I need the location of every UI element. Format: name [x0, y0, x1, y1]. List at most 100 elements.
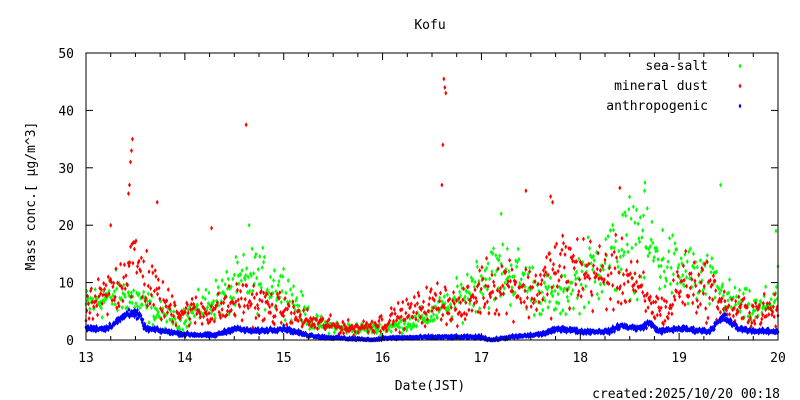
data-point [699, 279, 703, 285]
data-point [501, 241, 505, 247]
data-point [695, 297, 699, 303]
data-point [711, 265, 715, 271]
data-point [574, 276, 578, 282]
data-point [345, 326, 349, 332]
data-point [582, 304, 586, 310]
data-point [472, 294, 476, 300]
data-point [432, 317, 436, 323]
data-point [339, 330, 343, 336]
data-point [194, 294, 198, 300]
data-point [701, 267, 705, 273]
data-point [408, 322, 412, 328]
data-point [718, 290, 722, 296]
data-point [760, 316, 764, 322]
data-point [754, 304, 758, 310]
data-point [235, 259, 239, 265]
data-point [668, 281, 672, 287]
data-point [630, 275, 634, 281]
data-point [422, 299, 426, 305]
data-point [669, 265, 673, 271]
data-point [625, 267, 629, 273]
data-point [507, 268, 511, 274]
data-point [658, 286, 662, 292]
data-point [587, 261, 591, 267]
data-point [122, 282, 126, 288]
data-point [661, 255, 665, 261]
data-point [590, 292, 594, 298]
data-point-outlier [524, 188, 528, 194]
data-point [475, 264, 479, 270]
data-point [229, 307, 233, 313]
data-point-outlier [210, 225, 214, 231]
data-point [487, 305, 491, 311]
data-point [631, 287, 635, 293]
data-point [243, 276, 247, 282]
data-point [140, 294, 144, 300]
data-point [234, 299, 238, 305]
data-point [278, 290, 282, 296]
data-point [225, 312, 229, 318]
data-point [285, 306, 289, 312]
data-point [274, 288, 278, 294]
data-point [738, 287, 742, 293]
data-point [535, 292, 539, 298]
data-point-outlier [127, 182, 131, 188]
data-point [591, 253, 595, 259]
data-point [458, 309, 462, 315]
data-point [96, 312, 100, 318]
data-point [168, 306, 172, 312]
data-point [413, 303, 417, 309]
data-point [498, 285, 502, 291]
data-point [327, 317, 331, 323]
data-point [369, 325, 373, 331]
data-point [734, 294, 738, 300]
data-point [179, 313, 183, 319]
data-point [734, 298, 738, 304]
data-point [753, 308, 757, 314]
data-point [415, 301, 419, 307]
data-point [583, 275, 587, 281]
data-point [92, 304, 96, 310]
data-point [254, 326, 258, 332]
data-point [95, 303, 99, 309]
data-point [574, 281, 578, 287]
data-point [733, 285, 737, 291]
data-point [152, 288, 156, 294]
data-point [475, 299, 479, 305]
data-point [246, 274, 250, 280]
data-point-outlier [442, 76, 446, 82]
data-point [119, 261, 123, 267]
data-point [284, 290, 288, 296]
data-point [492, 246, 496, 252]
data-point [577, 256, 581, 262]
data-point [691, 300, 695, 306]
data-point [714, 288, 718, 294]
data-point [528, 265, 532, 271]
data-point [701, 291, 705, 297]
y-tick-label: 10 [58, 277, 74, 292]
data-point [254, 315, 258, 321]
data-point [720, 296, 724, 302]
data-point-outlier [551, 199, 555, 205]
data-point [556, 291, 560, 297]
data-point [259, 285, 263, 291]
data-point [765, 301, 769, 307]
data-point [255, 291, 259, 297]
data-point [362, 318, 366, 324]
data-point [553, 244, 557, 250]
data-point [500, 263, 504, 269]
data-point [164, 303, 168, 309]
data-point [165, 298, 169, 304]
data-point [412, 323, 416, 329]
data-point [551, 266, 555, 272]
data-point [232, 272, 236, 278]
data-point [313, 324, 317, 330]
data-point [239, 278, 243, 284]
data-point [237, 281, 241, 287]
data-point [460, 312, 464, 318]
data-point [559, 274, 563, 280]
data-point [260, 265, 264, 271]
data-point [99, 287, 103, 293]
data-point [608, 227, 612, 233]
data-point [414, 316, 418, 322]
